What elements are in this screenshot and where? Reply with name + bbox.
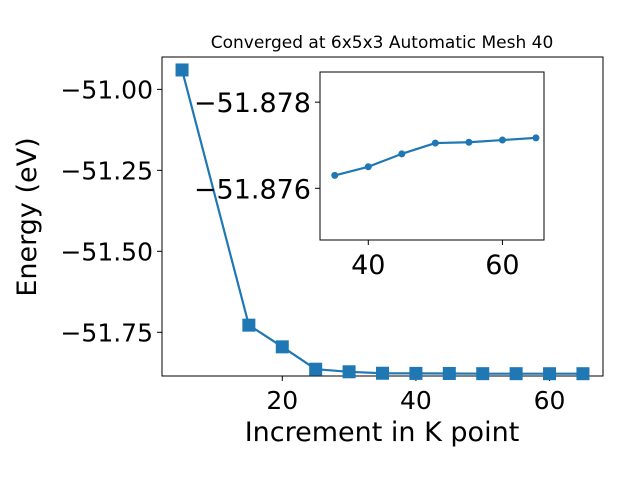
main-data-point xyxy=(442,366,456,380)
inset-x-tick-label: 60 xyxy=(485,250,519,281)
main-data-point xyxy=(576,367,590,381)
main-data-point xyxy=(275,340,289,354)
main-data-point xyxy=(409,366,423,380)
main-x-tick-label: 20 xyxy=(266,386,298,415)
main-y-tick-label: −51.25 xyxy=(60,156,153,185)
inset-plot: 40 60 −51.878 −51.876 xyxy=(194,71,545,281)
inset-data-point xyxy=(364,163,372,171)
inset-data-point xyxy=(398,150,406,158)
main-data-point xyxy=(476,367,490,381)
main-data-point xyxy=(376,366,389,380)
main-y-tick-label: −51.75 xyxy=(60,318,153,347)
main-x-tick-label: 40 xyxy=(400,386,432,415)
inset-data-point xyxy=(532,134,540,142)
main-data-point xyxy=(509,367,523,381)
main-data-point xyxy=(543,367,557,381)
main-data-point xyxy=(175,63,189,77)
inset-frame xyxy=(319,71,545,241)
main-x-tick-label: 60 xyxy=(534,386,566,415)
inset-data-point xyxy=(465,138,473,146)
chart-title: Converged at 6x5x3 Automatic Mesh 40 xyxy=(211,33,554,53)
y-axis-label: Energy (eV) xyxy=(12,137,43,296)
main-y-tick-label: −51.00 xyxy=(60,75,153,104)
main-y-tick-label: −51.50 xyxy=(60,237,153,266)
inset-data-point xyxy=(498,136,506,144)
main-data-point xyxy=(309,362,323,376)
x-axis-label: Increment in K point xyxy=(245,417,520,448)
inset-y-tick-label: −51.878 xyxy=(194,88,311,119)
main-data-point xyxy=(242,318,256,332)
inset-data-point xyxy=(331,171,339,179)
inset-y-tick-label: −51.876 xyxy=(194,174,311,205)
inset-x-tick-label: 40 xyxy=(351,250,385,281)
main-data-point xyxy=(342,365,356,379)
inset-data-point xyxy=(431,139,439,147)
